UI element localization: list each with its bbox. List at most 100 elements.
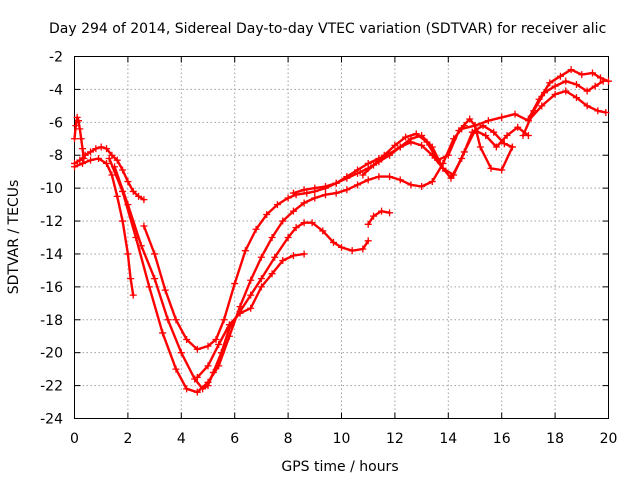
data-point xyxy=(263,210,271,218)
data-point xyxy=(79,145,87,153)
y-tick-label: -4 xyxy=(49,82,63,98)
data-point xyxy=(273,201,281,209)
data-point xyxy=(500,140,508,148)
data-point xyxy=(519,131,527,139)
series-line xyxy=(527,68,610,121)
data-point xyxy=(407,181,415,189)
data-point xyxy=(354,181,362,189)
data-point xyxy=(183,385,191,393)
data-point xyxy=(103,159,111,167)
y-tick-label: -6 xyxy=(49,115,63,131)
data-point xyxy=(439,164,447,172)
data-point xyxy=(193,373,201,381)
data-point xyxy=(124,178,132,186)
data-point xyxy=(482,131,490,139)
data-point xyxy=(75,117,83,125)
data-point xyxy=(279,257,287,265)
data-point xyxy=(524,115,532,123)
data-point xyxy=(225,332,233,340)
data-point xyxy=(311,194,319,202)
data-point xyxy=(386,209,394,217)
series-line xyxy=(113,165,370,391)
data-series xyxy=(71,66,612,396)
data-point xyxy=(378,207,386,215)
data-point xyxy=(338,243,345,251)
data-point xyxy=(292,224,300,232)
data-point xyxy=(450,171,458,179)
data-point xyxy=(289,252,297,260)
data-point xyxy=(460,148,468,156)
data-point xyxy=(476,143,484,151)
data-point xyxy=(284,194,292,202)
data-point xyxy=(471,122,479,130)
data-point xyxy=(124,250,132,258)
y-tick-label: -24 xyxy=(40,412,63,428)
data-point xyxy=(572,80,580,88)
data-point xyxy=(76,125,84,133)
data-point xyxy=(391,141,399,149)
data-point xyxy=(490,128,498,136)
series-track-12 xyxy=(193,250,308,381)
y-tick-labels: -24 -22 -20 -18 -16 -14 -12 -10 -8 -6 -4 -2 xyxy=(40,50,63,428)
x-tick-label: 18 xyxy=(546,431,564,447)
y-tick-label: -14 xyxy=(40,247,63,263)
data-point xyxy=(247,291,255,299)
data-point xyxy=(546,79,554,87)
data-point xyxy=(300,219,308,227)
data-point xyxy=(444,151,452,159)
series-track-8 xyxy=(359,115,516,179)
data-point xyxy=(97,143,105,151)
data-point xyxy=(359,245,367,253)
x-tick-label: 0 xyxy=(70,431,79,447)
data-point xyxy=(300,250,308,258)
data-point xyxy=(605,77,612,85)
data-point xyxy=(423,138,431,146)
data-point xyxy=(418,182,426,190)
data-point xyxy=(159,329,167,337)
data-point xyxy=(300,186,308,194)
data-point xyxy=(514,123,522,131)
data-point xyxy=(380,151,388,159)
data-point xyxy=(396,143,404,151)
data-point xyxy=(279,217,287,225)
data-point xyxy=(247,304,255,312)
data-point xyxy=(271,253,279,261)
x-tick-label: 20 xyxy=(600,431,618,447)
data-point xyxy=(212,336,220,344)
data-point xyxy=(535,95,543,103)
y-tick-label: -12 xyxy=(40,214,63,230)
data-point xyxy=(172,365,180,373)
data-point xyxy=(257,275,265,283)
series-line xyxy=(361,117,514,177)
data-point xyxy=(511,110,519,118)
data-point xyxy=(79,159,87,167)
x-tick-label: 10 xyxy=(333,431,351,447)
data-point xyxy=(252,225,260,233)
data-point xyxy=(177,349,185,357)
data-point xyxy=(92,145,100,153)
data-point xyxy=(321,191,329,199)
data-point xyxy=(151,250,159,258)
data-point xyxy=(73,113,81,121)
axis-ticks xyxy=(74,56,609,419)
data-point xyxy=(332,189,340,197)
x-tick-label: 4 xyxy=(177,431,186,447)
data-point xyxy=(236,309,244,317)
data-point xyxy=(129,187,137,195)
data-point xyxy=(183,336,191,344)
data-point xyxy=(364,237,372,245)
data-point xyxy=(132,234,140,241)
data-point xyxy=(508,143,516,151)
data-point xyxy=(231,280,239,288)
data-point xyxy=(108,171,116,179)
data-point xyxy=(321,182,329,190)
data-point xyxy=(567,66,575,74)
data-point xyxy=(87,156,95,164)
data-point xyxy=(113,156,121,164)
x-tick-label: 8 xyxy=(284,431,293,447)
data-point xyxy=(402,133,410,141)
data-point xyxy=(257,253,265,261)
series-track-11 xyxy=(524,66,612,123)
y-tick-label: -10 xyxy=(40,181,63,197)
